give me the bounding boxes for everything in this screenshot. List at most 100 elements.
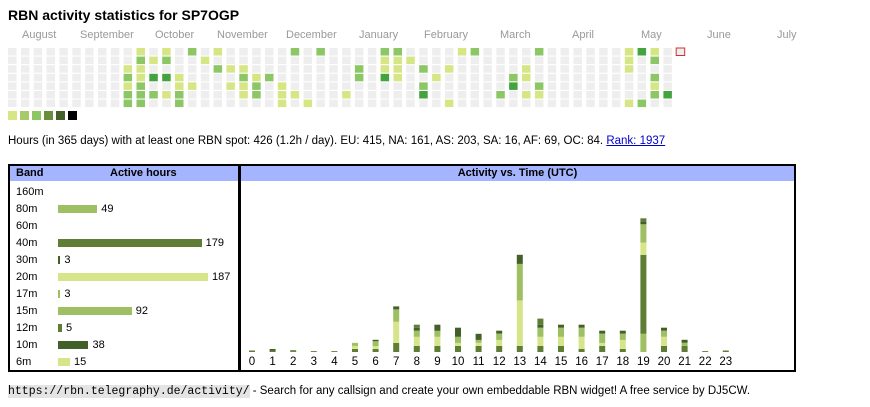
heatmap-day-cell xyxy=(342,99,351,108)
band-hours-bar xyxy=(58,341,89,349)
heatmap-day-cell xyxy=(650,48,659,56)
legend-swatch xyxy=(56,111,65,120)
heatmap-day-cell xyxy=(650,91,659,99)
hour-bar-segment xyxy=(372,341,379,346)
heatmap-day-cell xyxy=(509,73,518,82)
heatmap-day-cell xyxy=(329,99,338,108)
hour-tick-label: 13 xyxy=(513,356,526,368)
heatmap-day-cell xyxy=(265,56,274,65)
hour-tick-label: 4 xyxy=(331,356,338,368)
heatmap-day-cell xyxy=(637,73,647,82)
hour-bar-segment xyxy=(516,300,523,346)
heatmap-day-cell xyxy=(187,48,197,56)
heatmap-day-cell xyxy=(85,82,94,90)
footer-text: - Search for any callsign and create you… xyxy=(249,385,751,397)
heatmap-day-cell xyxy=(599,56,608,65)
heatmap-day-cell xyxy=(354,65,364,73)
heatmap-day-cell xyxy=(624,73,634,82)
heatmap-day-cell xyxy=(393,48,402,56)
heatmap-day-cell xyxy=(534,99,544,108)
heatmap-day-cell xyxy=(277,65,287,73)
heatmap-day-cell xyxy=(85,48,94,56)
hour-tick-label: 14 xyxy=(534,356,547,368)
rank-link[interactable]: Rank: 1937 xyxy=(606,135,666,147)
heatmap-day-cell xyxy=(213,56,223,65)
heatmap-day-cell xyxy=(252,56,261,65)
heatmap-day-cell xyxy=(522,48,531,56)
hour-bar-segment xyxy=(413,324,420,328)
hour-bar-segment xyxy=(372,349,379,352)
band-hours-bar xyxy=(58,358,71,366)
heatmap-day-cell xyxy=(573,99,582,108)
heatmap-day-cell xyxy=(342,48,351,56)
heatmap-day-cell xyxy=(136,65,145,73)
heatmap-day-cell xyxy=(329,73,338,82)
heatmap-day-cell xyxy=(162,56,171,65)
heatmap-day-cell xyxy=(393,65,402,73)
heatmap-day-cell xyxy=(149,73,158,82)
heatmap-day-cell xyxy=(650,65,659,73)
heatmap-day-cell xyxy=(406,91,415,99)
heatmap-day-cell xyxy=(586,91,595,99)
heatmap-day-cell xyxy=(277,91,287,99)
footer-url[interactable]: https://rbn.telegraphy.de/activity/ xyxy=(8,385,250,398)
heatmap-day-cell xyxy=(586,99,595,108)
heatmap-day-cell xyxy=(522,82,531,90)
hour-tick-label: 15 xyxy=(555,356,568,368)
heatmap-day-cell xyxy=(8,73,17,82)
heatmap-day-cell xyxy=(226,65,235,73)
heatmap-day-cell xyxy=(470,91,480,99)
heatmap-day-cell xyxy=(187,56,197,65)
heatmap-day-cell xyxy=(367,65,377,73)
band-hours-bar xyxy=(58,239,202,247)
hour-bar-segment xyxy=(413,330,420,337)
band-name: 30m xyxy=(16,254,38,266)
hour-bar-segment xyxy=(537,345,544,352)
heatmap-day-cell xyxy=(33,91,43,99)
heatmap-day-cell xyxy=(663,99,672,108)
band-row: 60m xyxy=(10,218,238,235)
heatmap-day-cell xyxy=(367,56,377,65)
heatmap-day-cell xyxy=(265,82,274,90)
heatmap-day-cell xyxy=(162,65,171,73)
heatmap-day-cell xyxy=(586,48,595,56)
heatmap-day-cell xyxy=(290,99,300,108)
heatmap-day-cell xyxy=(162,48,171,56)
heatmap-day-cell xyxy=(329,48,338,56)
heatmap-day-cell xyxy=(650,82,659,90)
heatmap-day-cell xyxy=(560,65,569,73)
band-hours-value: 187 xyxy=(212,271,231,283)
heatmap-day-cell xyxy=(522,99,531,108)
heatmap-day-cell xyxy=(624,48,634,56)
hour-bar-segment xyxy=(496,330,503,334)
month-label: March xyxy=(500,29,531,41)
heatmap-day-cell xyxy=(547,82,557,90)
hour-bar-segment xyxy=(661,336,667,346)
month-label: September xyxy=(80,29,134,41)
heatmap-day-cell xyxy=(573,73,582,82)
heatmap-day-cell xyxy=(123,48,133,56)
heatmap-day-cell xyxy=(72,48,81,56)
heatmap-day-cell xyxy=(457,99,467,108)
heatmap-day-cell xyxy=(483,91,492,99)
hour-bar-segment xyxy=(393,309,400,322)
month-label: October xyxy=(155,29,195,41)
heatmap-day-cell xyxy=(162,73,171,82)
month-label: April xyxy=(572,29,595,41)
heatmap-day-cell xyxy=(599,99,608,108)
legend-swatch xyxy=(20,111,29,120)
heatmap-day-cell xyxy=(509,99,518,108)
heatmap-day-cell xyxy=(457,82,467,90)
month-label: June xyxy=(707,29,731,41)
heatmap-day-cell xyxy=(432,73,441,82)
heatmap-day-cell xyxy=(522,56,531,65)
band-row: 30m 3 xyxy=(10,252,238,269)
month-label: November xyxy=(217,29,268,41)
heatmap-day-cell xyxy=(316,91,325,99)
heatmap-day-cell xyxy=(624,56,634,65)
heatmap-day-cell xyxy=(367,48,377,56)
heatmap-day-cell xyxy=(329,65,338,73)
heatmap-day-cell xyxy=(444,82,454,90)
hour-bar-segment xyxy=(434,324,441,331)
heatmap-day-cell xyxy=(290,91,300,99)
